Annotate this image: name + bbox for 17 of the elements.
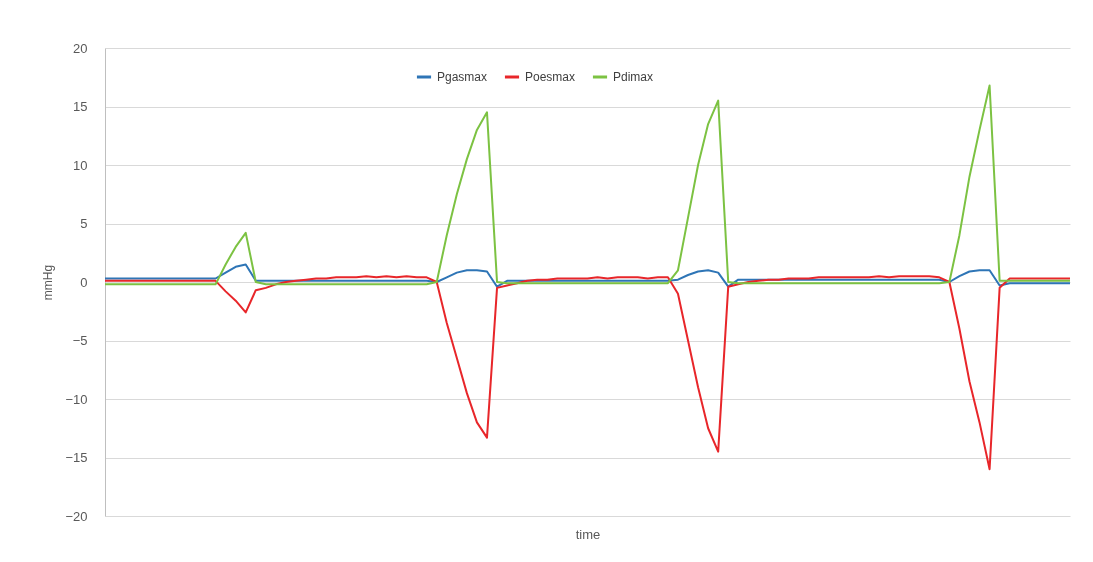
legend-label: Poesmax (525, 70, 576, 84)
y-tick-label: 15 (73, 99, 88, 114)
legend-label: Pgasmax (437, 70, 488, 84)
y-tick-label: −20 (65, 508, 88, 524)
y-tick-label: 5 (80, 216, 88, 231)
y-tick-label: 10 (73, 157, 88, 173)
line-series (104, 263, 1071, 288)
x-axis-title: time (575, 526, 601, 542)
y-tick-label: −5 (72, 333, 88, 348)
legend-label: Pdimax (613, 70, 654, 84)
line-series (104, 84, 1071, 286)
y-tick-label: 0 (80, 274, 88, 290)
y-tick-label: −10 (65, 391, 88, 407)
y-axis-title: mmHg (41, 264, 56, 301)
line-series (104, 275, 1071, 471)
y-tick-label: 20 (73, 40, 88, 56)
y-tick-label: −15 (65, 450, 88, 465)
